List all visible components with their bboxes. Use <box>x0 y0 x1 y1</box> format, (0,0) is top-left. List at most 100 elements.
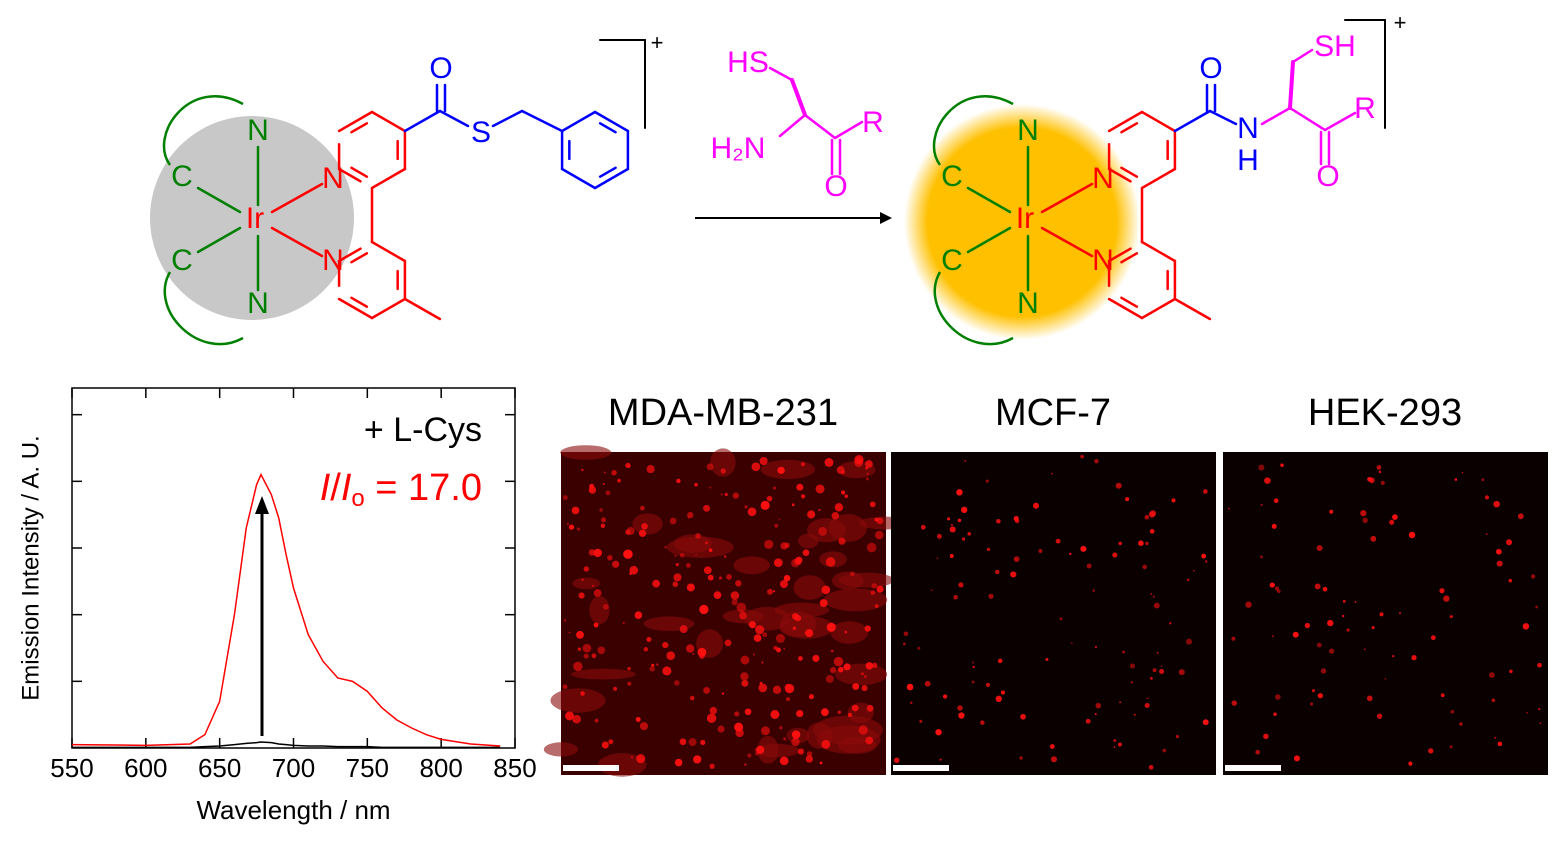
bond <box>560 167 597 190</box>
spot <box>773 558 783 568</box>
spot <box>744 763 747 766</box>
spot <box>1368 477 1375 484</box>
ratio-part: I <box>341 467 352 509</box>
spot <box>866 542 877 553</box>
spot <box>805 629 814 638</box>
spot <box>949 554 954 558</box>
spot <box>1032 502 1040 509</box>
spot <box>920 524 926 530</box>
orange-halo <box>904 104 1140 340</box>
spot <box>864 625 871 632</box>
spot <box>819 761 823 765</box>
spot <box>833 656 844 667</box>
ligand-arc <box>162 95 244 166</box>
spot <box>1094 645 1097 648</box>
cell <box>673 534 712 553</box>
spot <box>581 468 584 472</box>
spot <box>1461 471 1464 474</box>
spot <box>1013 515 1019 522</box>
spot <box>874 530 884 540</box>
spot <box>919 719 923 723</box>
spot <box>985 479 989 483</box>
spot <box>906 683 914 691</box>
annotation: + L-Cys <box>364 411 482 449</box>
spot <box>1051 472 1053 475</box>
atom-label: HS <box>727 46 769 79</box>
atom-label: N <box>322 244 344 277</box>
bond <box>1040 226 1094 258</box>
spot <box>818 508 821 511</box>
spot <box>783 737 787 741</box>
bond <box>350 252 369 264</box>
spot <box>971 680 975 684</box>
spot <box>985 682 990 687</box>
spot <box>593 622 599 628</box>
spot <box>1496 560 1503 567</box>
spot <box>795 556 803 564</box>
bond <box>403 109 442 133</box>
atom-label: + <box>1394 10 1407 35</box>
spot <box>1485 533 1488 535</box>
spot <box>674 758 683 767</box>
spot <box>638 529 647 537</box>
spot <box>1360 509 1367 517</box>
spot <box>1259 555 1264 559</box>
spot <box>571 506 580 515</box>
spot <box>1113 738 1117 743</box>
spot <box>871 583 878 589</box>
x-tick-label: 750 <box>346 753 389 783</box>
spot <box>1342 599 1346 603</box>
spot <box>762 632 768 638</box>
cell <box>774 602 830 618</box>
spot <box>760 500 770 510</box>
ligand-arc <box>163 271 244 346</box>
cell <box>589 595 610 625</box>
spot <box>1094 459 1099 464</box>
spot <box>1085 718 1091 724</box>
spot <box>679 552 685 558</box>
bond <box>337 297 374 320</box>
spot <box>755 625 765 635</box>
spot <box>1122 650 1126 654</box>
spot <box>686 583 695 592</box>
spot <box>876 517 884 525</box>
spot <box>1159 668 1165 674</box>
spot <box>980 720 985 725</box>
spot <box>582 643 592 653</box>
spot <box>599 508 603 512</box>
ratio-part: o <box>351 485 364 512</box>
cell <box>733 556 770 575</box>
spot <box>1494 736 1497 739</box>
spot <box>695 533 701 539</box>
spot <box>739 611 747 620</box>
spot <box>1150 677 1153 680</box>
spot <box>756 745 765 755</box>
spot <box>719 576 722 580</box>
spot <box>608 739 614 745</box>
spot <box>936 557 939 560</box>
spot <box>995 569 1000 575</box>
spot <box>796 483 804 491</box>
bond <box>370 240 407 263</box>
spot <box>1049 744 1055 749</box>
spot <box>741 679 749 687</box>
spot <box>752 653 755 656</box>
cell <box>543 742 579 757</box>
scale-bar <box>893 765 949 771</box>
spot <box>861 685 868 692</box>
spot <box>709 706 718 715</box>
atom-label: O <box>429 52 452 85</box>
spot <box>972 665 975 669</box>
spot <box>1038 548 1043 553</box>
spot <box>594 718 599 723</box>
bond <box>803 113 837 140</box>
spot <box>1522 623 1530 630</box>
spot <box>1398 612 1402 615</box>
spot <box>627 464 631 468</box>
spot <box>1389 519 1395 525</box>
spot <box>861 672 864 676</box>
atom-label: N <box>322 162 344 195</box>
bond <box>350 296 369 308</box>
spot <box>564 619 567 622</box>
bond <box>491 109 524 128</box>
